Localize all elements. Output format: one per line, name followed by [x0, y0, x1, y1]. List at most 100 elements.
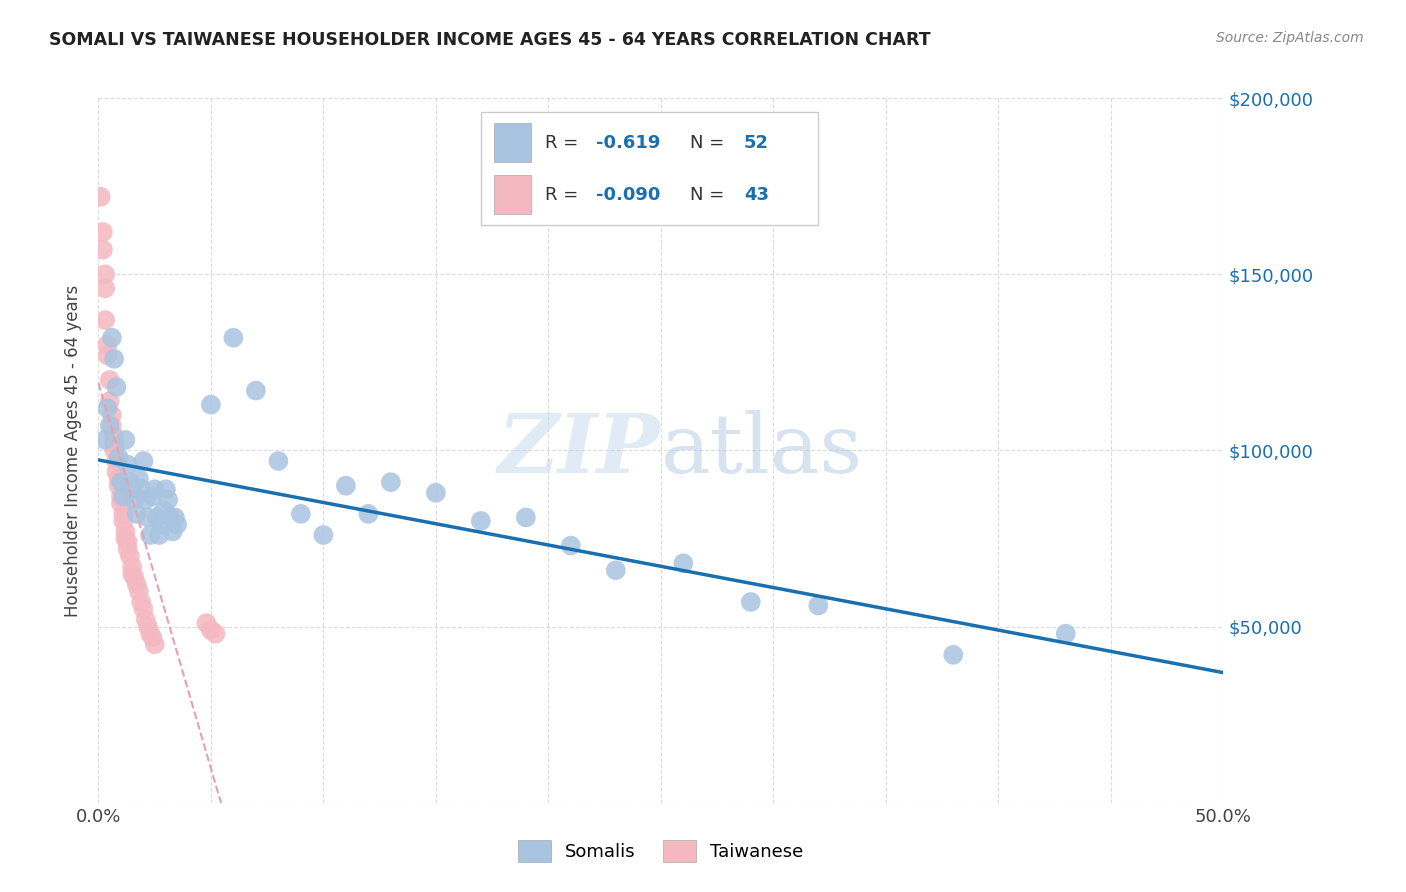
- Point: [114, 433, 136, 447]
- Point: [139, 528, 162, 542]
- Point: [124, 570, 146, 584]
- Point: [136, 619, 159, 633]
- Point: [112, 514, 135, 528]
- Point: [146, 510, 169, 524]
- Point: [129, 482, 152, 496]
- Point: [91, 243, 114, 257]
- Point: [135, 492, 157, 507]
- Point: [425, 485, 447, 500]
- Point: [129, 595, 152, 609]
- Point: [112, 489, 135, 503]
- Point: [245, 384, 267, 398]
- Point: [150, 517, 173, 532]
- Point: [672, 556, 695, 570]
- Point: [125, 507, 148, 521]
- Point: [357, 507, 380, 521]
- Point: [139, 626, 162, 640]
- Point: [335, 478, 357, 492]
- Point: [110, 496, 132, 510]
- Point: [942, 648, 965, 662]
- Point: [101, 331, 124, 345]
- Point: [267, 454, 290, 468]
- Point: [110, 489, 132, 503]
- Point: [740, 595, 762, 609]
- Point: [112, 507, 135, 521]
- Point: [157, 492, 180, 507]
- Point: [148, 528, 170, 542]
- Point: [1054, 626, 1077, 640]
- Point: [290, 507, 312, 521]
- Point: [121, 482, 143, 496]
- Point: [166, 517, 188, 532]
- Point: [98, 373, 121, 387]
- Point: [204, 626, 226, 640]
- Point: [152, 503, 174, 517]
- Text: ZIP: ZIP: [498, 410, 661, 491]
- Point: [162, 524, 184, 539]
- Point: [132, 454, 155, 468]
- Y-axis label: Householder Income Ages 45 - 64 years: Householder Income Ages 45 - 64 years: [65, 285, 83, 616]
- Point: [94, 268, 117, 282]
- Point: [125, 577, 148, 591]
- Point: [807, 599, 830, 613]
- Point: [101, 408, 124, 422]
- Point: [103, 436, 125, 450]
- Legend: Somalis, Taiwanese: Somalis, Taiwanese: [509, 831, 813, 871]
- Point: [141, 489, 163, 503]
- Point: [91, 225, 114, 239]
- Point: [114, 524, 136, 539]
- Point: [155, 482, 177, 496]
- Point: [98, 418, 121, 433]
- Point: [200, 623, 222, 637]
- Point: [96, 348, 118, 362]
- Point: [105, 380, 128, 394]
- Point: [560, 539, 582, 553]
- Point: [143, 637, 166, 651]
- Point: [105, 465, 128, 479]
- Point: [605, 563, 627, 577]
- Point: [121, 566, 143, 581]
- Point: [200, 398, 222, 412]
- Point: [135, 613, 157, 627]
- Text: SOMALI VS TAIWANESE HOUSEHOLDER INCOME AGES 45 - 64 YEARS CORRELATION CHART: SOMALI VS TAIWANESE HOUSEHOLDER INCOME A…: [49, 31, 931, 49]
- Point: [103, 351, 125, 366]
- Point: [117, 542, 139, 557]
- Point: [96, 337, 118, 351]
- Point: [128, 584, 150, 599]
- Point: [98, 394, 121, 409]
- Point: [96, 401, 118, 416]
- Point: [105, 454, 128, 468]
- Point: [312, 528, 335, 542]
- Point: [107, 450, 129, 465]
- Point: [470, 514, 492, 528]
- Point: [90, 190, 112, 204]
- Point: [159, 510, 181, 524]
- Point: [118, 549, 141, 564]
- Point: [118, 475, 141, 490]
- Text: atlas: atlas: [661, 410, 863, 491]
- Point: [143, 482, 166, 496]
- Point: [163, 510, 186, 524]
- Point: [103, 443, 125, 458]
- Point: [124, 492, 146, 507]
- Point: [117, 535, 139, 549]
- Point: [222, 331, 245, 345]
- Point: [128, 472, 150, 486]
- Point: [136, 510, 159, 524]
- Point: [117, 458, 139, 472]
- Point: [94, 313, 117, 327]
- Point: [110, 475, 132, 490]
- Point: [141, 630, 163, 644]
- Point: [114, 532, 136, 546]
- Point: [107, 472, 129, 486]
- Text: Source: ZipAtlas.com: Source: ZipAtlas.com: [1216, 31, 1364, 45]
- Point: [107, 478, 129, 492]
- Point: [132, 602, 155, 616]
- Point: [195, 616, 218, 631]
- Point: [121, 559, 143, 574]
- Point: [380, 475, 402, 490]
- Point: [101, 418, 124, 433]
- Point: [94, 281, 117, 295]
- Point: [103, 429, 125, 443]
- Point: [515, 510, 537, 524]
